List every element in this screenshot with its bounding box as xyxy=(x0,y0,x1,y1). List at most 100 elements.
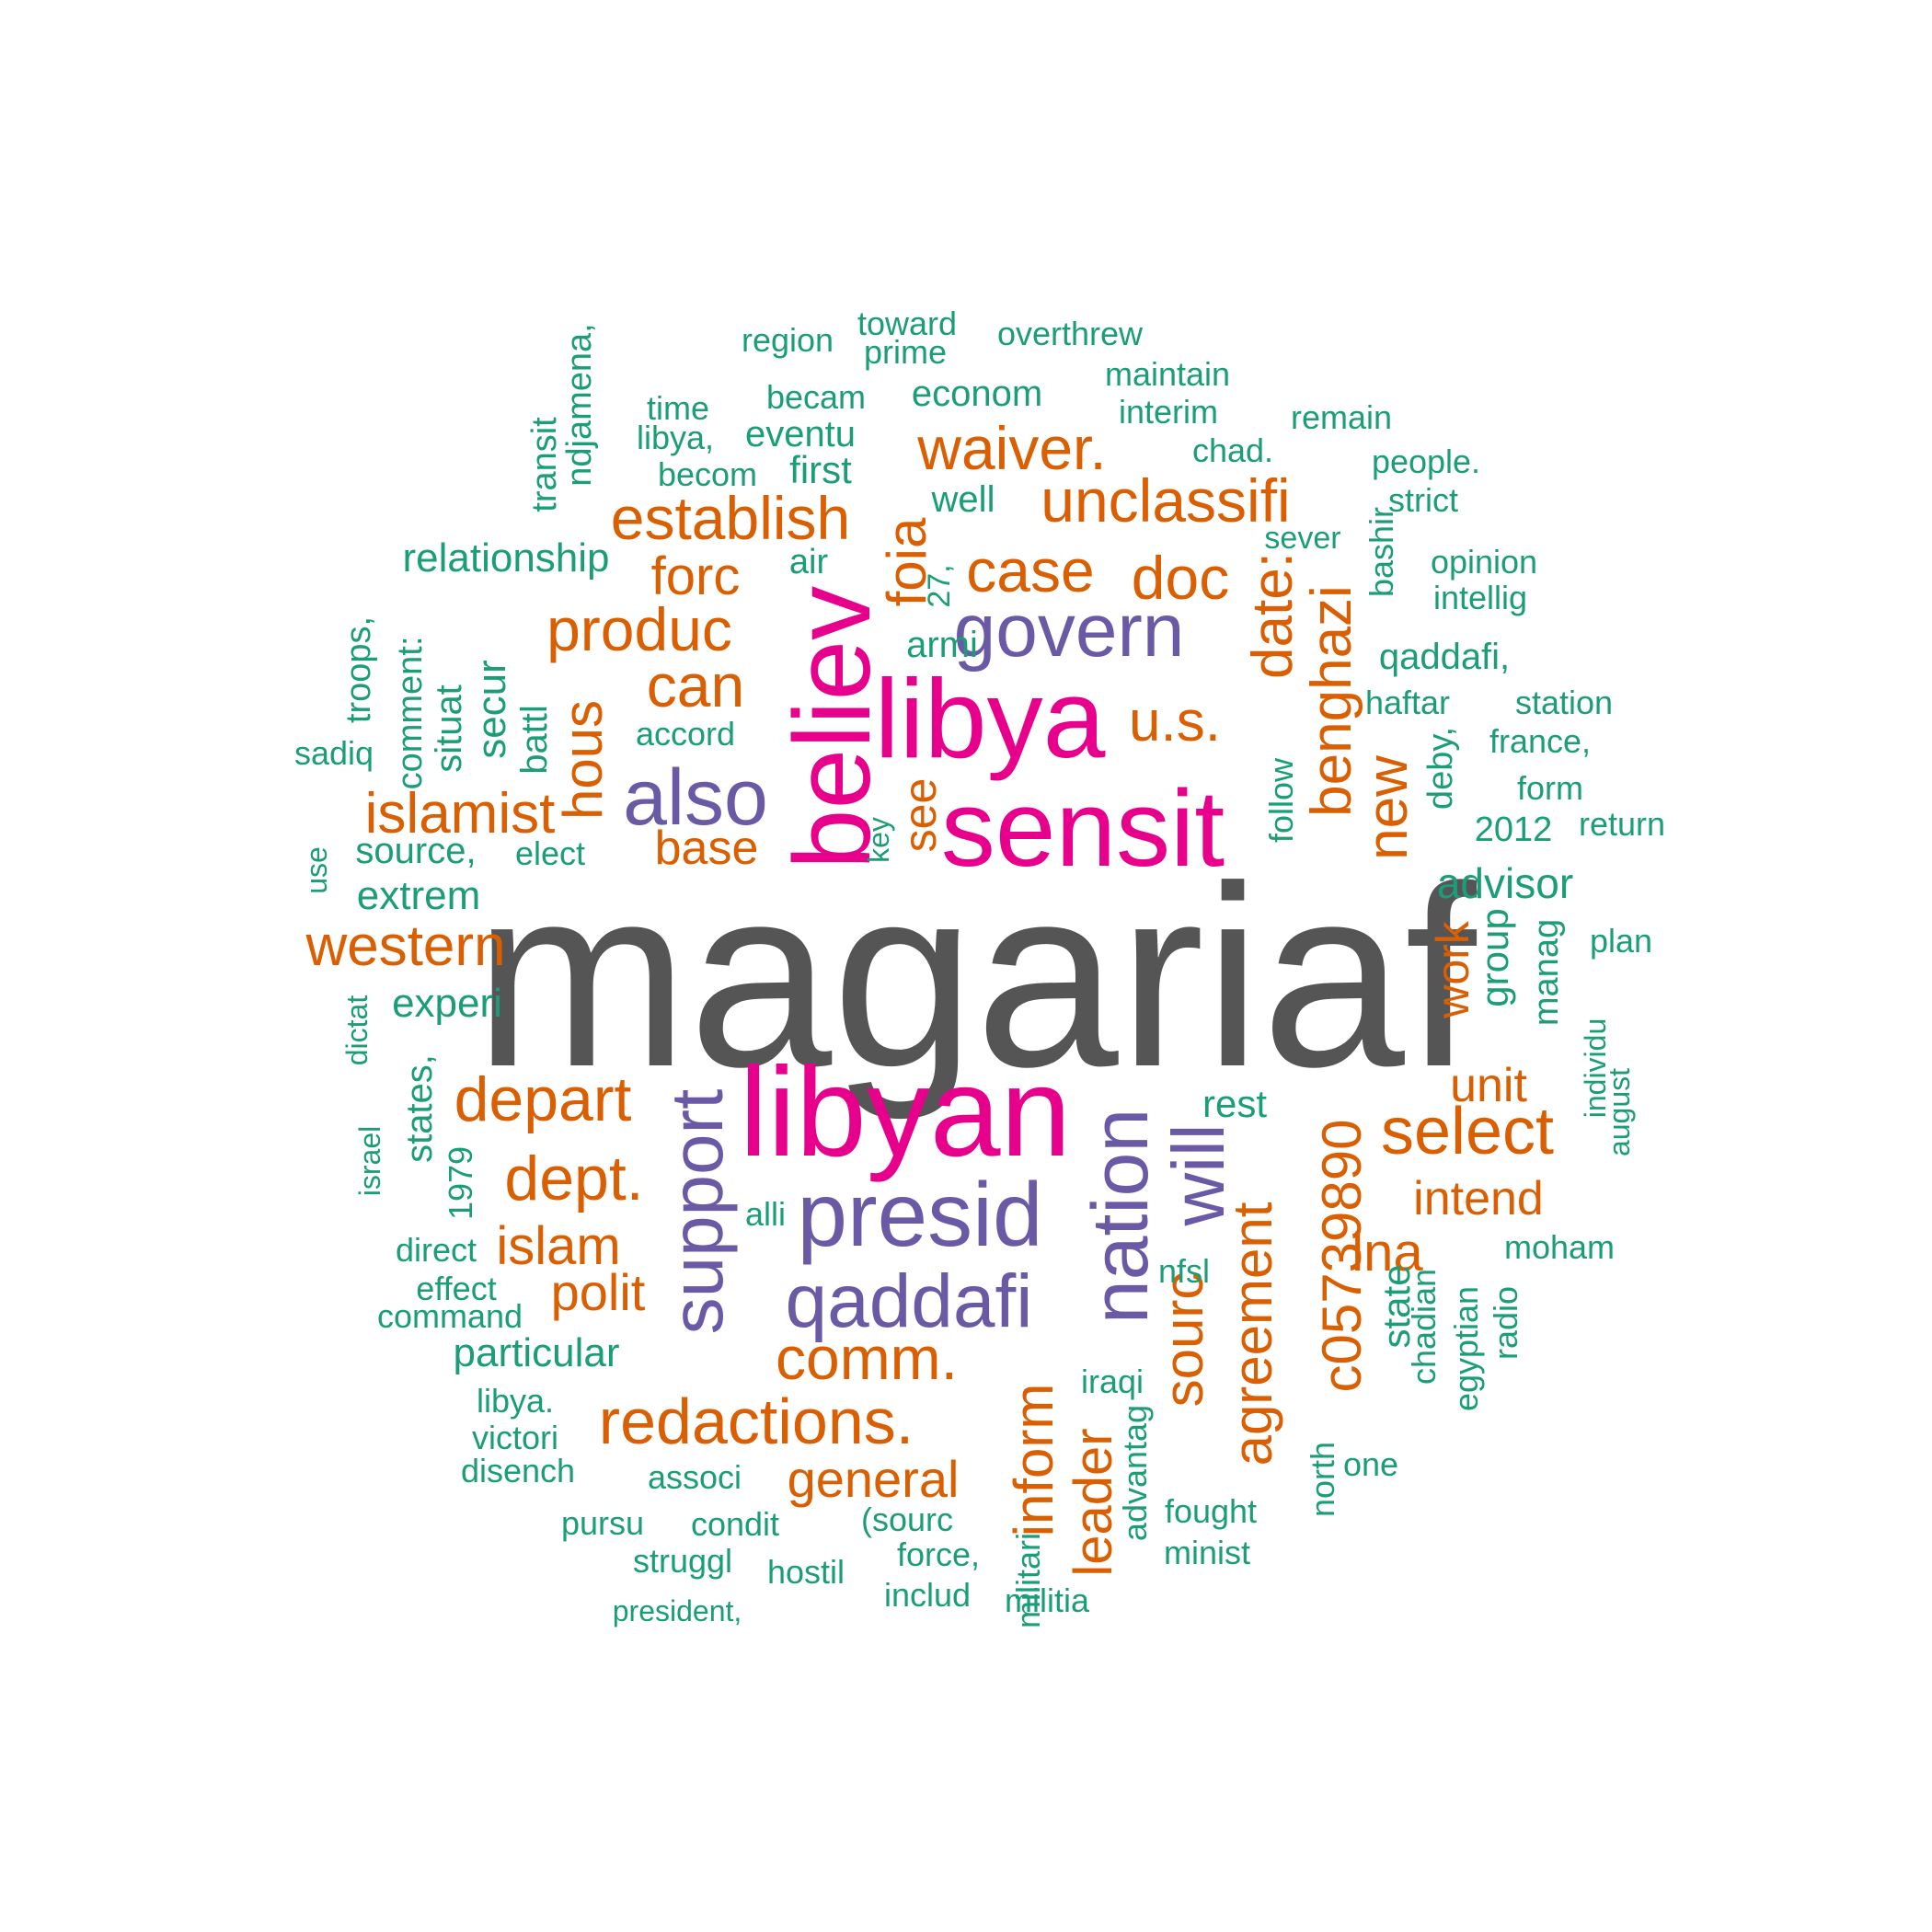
word-27: 27, xyxy=(922,564,957,608)
word-strict: strict xyxy=(1388,481,1458,519)
word-particular: particular xyxy=(453,1330,620,1375)
word-bashir: bashir xyxy=(1363,506,1400,598)
word-unit: unit xyxy=(1450,1059,1527,1112)
word-disench: disench xyxy=(460,1452,576,1489)
word-president: president, xyxy=(612,1594,742,1627)
word-forc: forc xyxy=(650,546,741,606)
word-lna: lna xyxy=(1351,1223,1423,1282)
word-base: base xyxy=(654,822,759,875)
word-transit: transit xyxy=(525,417,564,512)
word-france: france, xyxy=(1489,722,1592,760)
word-overthrew: overthrew xyxy=(996,315,1144,352)
word-condit: condit xyxy=(690,1505,780,1543)
word-interim: interim xyxy=(1118,393,1219,431)
word-see: see xyxy=(894,777,946,853)
word-elect: elect xyxy=(514,834,586,872)
word-force: force, xyxy=(896,1535,981,1573)
word-chad: chad. xyxy=(1191,431,1274,469)
word-air: air xyxy=(788,543,829,581)
word-benghazi: benghazi xyxy=(1300,585,1363,817)
word-north: north xyxy=(1304,1441,1341,1518)
word-intend: intend xyxy=(1413,1172,1544,1225)
word-econom: econom xyxy=(911,374,1043,414)
word-sever: sever xyxy=(1264,521,1341,556)
word-victori: victori xyxy=(471,1419,559,1456)
word-moham: moham xyxy=(1503,1228,1616,1266)
word-comm: comm. xyxy=(776,1324,958,1392)
word-militari: militari xyxy=(1009,1533,1047,1628)
word-becam: becam xyxy=(765,378,867,416)
word-govern: govern xyxy=(953,589,1185,673)
word-1979: 1979 xyxy=(442,1145,479,1221)
word-advantag: advantag xyxy=(1116,1404,1154,1542)
word-polit: polit xyxy=(550,1263,646,1321)
word-also: also xyxy=(623,753,768,842)
word-first: first xyxy=(789,448,852,491)
word-libya: libya xyxy=(874,656,1106,781)
word-dept: dept. xyxy=(504,1144,644,1213)
word-struggl: struggl xyxy=(632,1542,733,1580)
word-case: case xyxy=(966,536,1095,604)
word-establish: establish xyxy=(610,484,851,552)
word-presid: presid xyxy=(797,1164,1043,1265)
word-direct: direct xyxy=(395,1231,477,1269)
word-extrem: extrem xyxy=(356,873,481,918)
word-western: western xyxy=(305,914,506,978)
word-associ: associ xyxy=(647,1458,742,1496)
word-use: use xyxy=(300,846,333,894)
word-experi: experi xyxy=(392,981,502,1026)
word-depart: depart xyxy=(454,1064,632,1134)
word-inform: inform xyxy=(1003,1383,1064,1537)
word-egyptian: egyptian xyxy=(1447,1285,1485,1412)
word-situat: situat xyxy=(429,684,469,773)
word-islamist: islamist xyxy=(364,782,556,845)
word-command: command xyxy=(376,1297,523,1335)
word-qaddafi: qaddafi xyxy=(785,1259,1033,1343)
word-magariaf: magariaf xyxy=(474,834,1477,1121)
word-fought: fought xyxy=(1164,1492,1258,1530)
word-sourc: (sourc xyxy=(860,1501,954,1538)
word-eventu: eventu xyxy=(744,414,857,454)
word-nation: nation xyxy=(1076,1108,1165,1325)
word-new: new xyxy=(1356,755,1420,860)
word-radio: radio xyxy=(1487,1285,1524,1361)
word-sadiq: sadiq xyxy=(293,734,374,772)
word-toward: toward xyxy=(857,305,958,342)
word-qaddafi: qaddafi, xyxy=(1378,637,1511,677)
word-people: people. xyxy=(1371,443,1481,480)
word-prime: prime xyxy=(863,333,948,371)
word-opinion: opinion xyxy=(1430,543,1538,581)
word-deby: deby, xyxy=(1421,726,1460,811)
word-battl: battl xyxy=(514,705,555,775)
word-pursu: pursu xyxy=(560,1504,645,1542)
word-support: support xyxy=(656,1088,738,1335)
word-becom: becom xyxy=(657,455,758,493)
word-august: august xyxy=(1603,1067,1636,1157)
word-libya: libya. xyxy=(476,1382,555,1420)
word-relationship: relationship xyxy=(402,535,610,581)
word-troops: troops, xyxy=(339,615,378,724)
word-comment: comment: xyxy=(391,636,430,790)
word-well: well xyxy=(931,479,995,520)
word-israel: israel xyxy=(353,1125,386,1197)
word-station: station xyxy=(1514,684,1614,721)
word-islam: islam xyxy=(496,1216,621,1276)
word-region: region xyxy=(741,321,834,359)
word-group: group xyxy=(1473,908,1516,1007)
word-maintain: maintain xyxy=(1104,355,1231,393)
word-leader: leader xyxy=(1064,1428,1123,1577)
word-waiver: waiver. xyxy=(917,414,1107,482)
word-iraqi: iraqi xyxy=(1080,1363,1144,1400)
word-ndjamena: ndjamena, xyxy=(560,323,599,487)
word-alli: alli xyxy=(744,1195,787,1233)
word-hous: hous xyxy=(552,699,614,821)
word-advisor: advisor xyxy=(1436,859,1574,907)
word-secur: secur xyxy=(469,660,514,759)
word-work: work xyxy=(1427,921,1478,1018)
word-redactions: redactions. xyxy=(598,1386,914,1457)
word-remain: remain xyxy=(1290,398,1393,436)
word-follow: follow xyxy=(1262,757,1300,844)
word-one: one xyxy=(1342,1445,1399,1483)
word-form: form xyxy=(1517,769,1583,807)
